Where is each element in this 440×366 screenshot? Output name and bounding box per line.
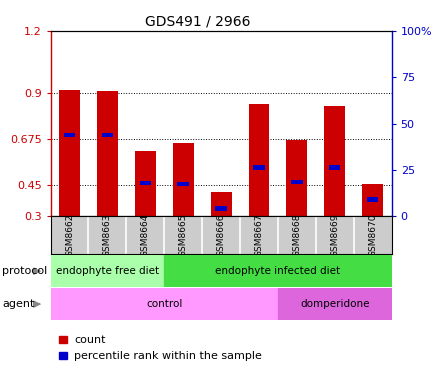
Text: GSM8669: GSM8669 — [330, 213, 339, 257]
Text: endophyte free diet: endophyte free diet — [56, 266, 159, 276]
Text: GSM8668: GSM8668 — [292, 213, 301, 257]
Bar — [249, 104, 269, 216]
Bar — [135, 151, 156, 216]
Text: GSM8666: GSM8666 — [216, 213, 226, 257]
Bar — [215, 206, 227, 211]
Bar — [367, 197, 378, 202]
Bar — [329, 165, 341, 170]
Text: control: control — [146, 299, 183, 309]
Text: GSM8662: GSM8662 — [65, 213, 74, 257]
Bar — [59, 90, 80, 216]
Text: protocol: protocol — [2, 266, 48, 276]
Bar — [51, 255, 164, 287]
Text: GSM8663: GSM8663 — [103, 213, 112, 257]
Text: percentile rank within the sample: percentile rank within the sample — [74, 351, 262, 361]
Bar — [102, 132, 113, 137]
Text: GSM8664: GSM8664 — [141, 213, 150, 257]
Bar — [211, 192, 231, 216]
Text: GSM8670: GSM8670 — [368, 213, 377, 257]
Bar — [51, 288, 278, 320]
Bar — [64, 132, 75, 137]
Text: GSM8667: GSM8667 — [254, 213, 264, 257]
Text: agent: agent — [2, 299, 35, 309]
Bar — [59, 336, 67, 343]
Text: count: count — [74, 335, 106, 345]
Bar — [139, 181, 151, 185]
Bar — [286, 139, 307, 216]
Bar — [173, 143, 194, 216]
Bar — [278, 288, 392, 320]
Bar — [164, 255, 392, 287]
Bar — [97, 91, 118, 216]
Bar — [324, 106, 345, 216]
Text: GDS491 / 2966: GDS491 / 2966 — [145, 15, 251, 29]
Text: domperidone: domperidone — [300, 299, 370, 309]
Bar — [59, 352, 67, 359]
Bar — [177, 182, 189, 186]
Bar — [362, 184, 383, 216]
Text: endophyte infected diet: endophyte infected diet — [215, 266, 341, 276]
Bar — [253, 165, 265, 170]
Text: GSM8665: GSM8665 — [179, 213, 188, 257]
Bar — [291, 180, 303, 184]
